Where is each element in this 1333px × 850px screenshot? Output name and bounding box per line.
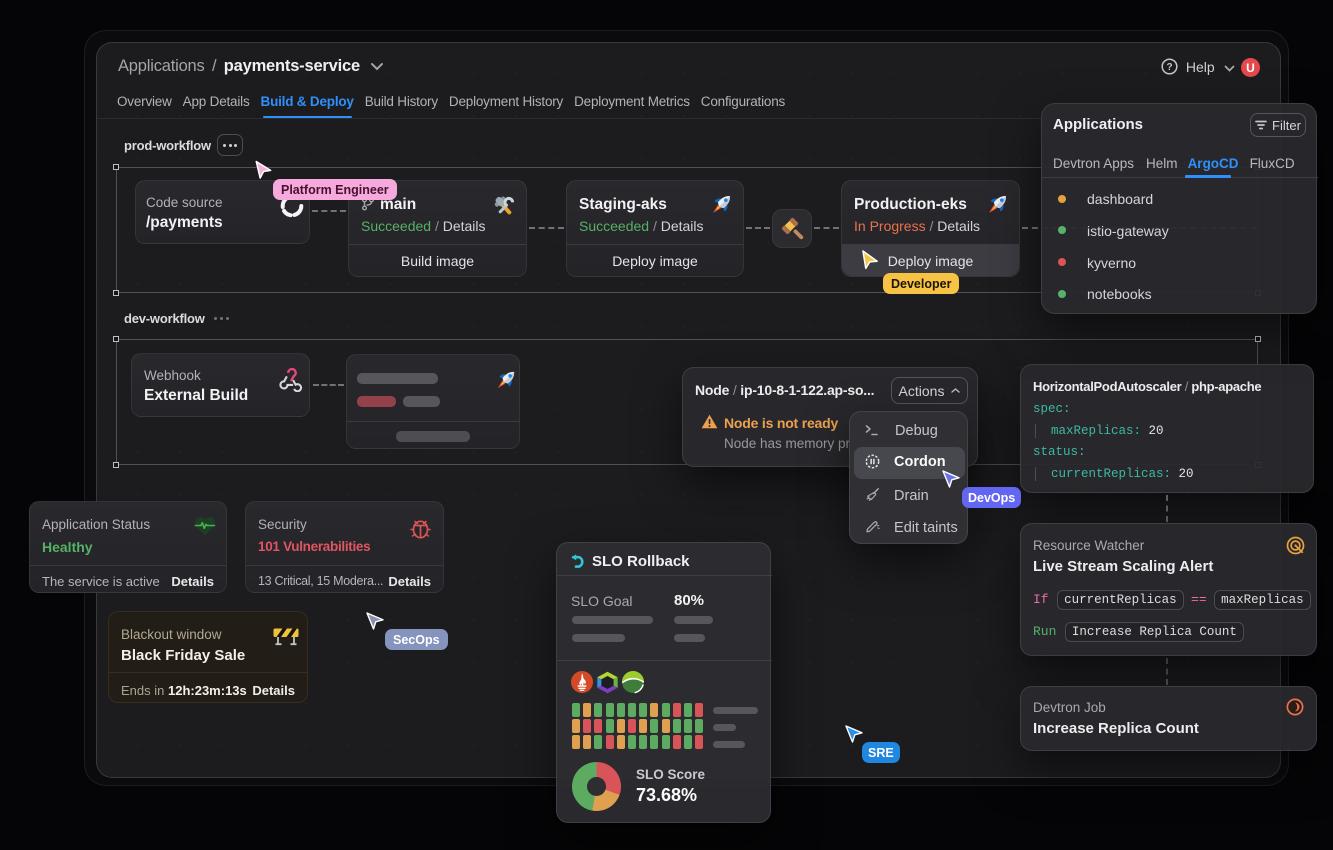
svg-text:?: ? [1166,62,1172,73]
